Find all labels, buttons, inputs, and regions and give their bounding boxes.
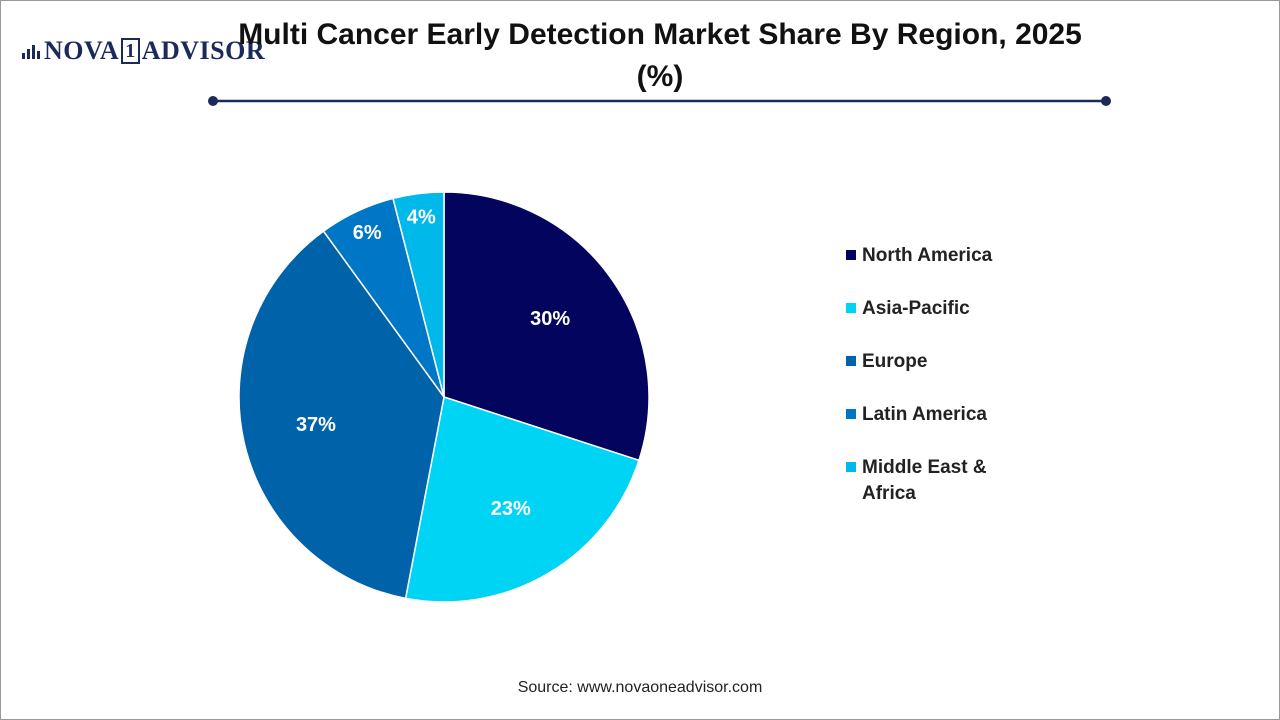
chart-title: Multi Cancer Early Detection Market Shar… xyxy=(238,18,1082,93)
divider-dot xyxy=(1101,96,1111,106)
pie-slice xyxy=(238,230,445,600)
data-label: 4% xyxy=(407,206,436,228)
pie-slice xyxy=(392,191,445,398)
logo-text: NOVA xyxy=(44,36,120,65)
logo: NOVA 1 ADVISOR xyxy=(22,36,265,66)
data-label: 30% xyxy=(530,308,570,330)
legend-label: Asia-Pacific xyxy=(862,298,970,319)
legend-label: Middle East & Africa xyxy=(862,457,987,504)
legend-label: Latin America xyxy=(862,404,987,425)
divider-dot xyxy=(208,96,218,106)
data-label: 23% xyxy=(491,498,531,520)
data-label: 37% xyxy=(296,414,336,436)
legend-label: North America xyxy=(862,245,993,266)
legend-swatch xyxy=(846,462,856,472)
legend-swatch xyxy=(846,409,856,419)
logo-icon xyxy=(22,43,40,59)
pie-slice xyxy=(443,191,650,462)
data-label: 6% xyxy=(353,222,382,244)
legend-swatch xyxy=(846,356,856,366)
legend-label: Europe xyxy=(862,351,928,372)
legend-swatch xyxy=(846,250,856,260)
pie-slice xyxy=(404,396,640,603)
source: Source: www.novaoneadvisor.com xyxy=(517,679,763,696)
legend-swatch xyxy=(846,303,856,313)
logo-mark: 1 xyxy=(121,38,140,64)
logo-text: ADVISOR xyxy=(141,36,266,65)
